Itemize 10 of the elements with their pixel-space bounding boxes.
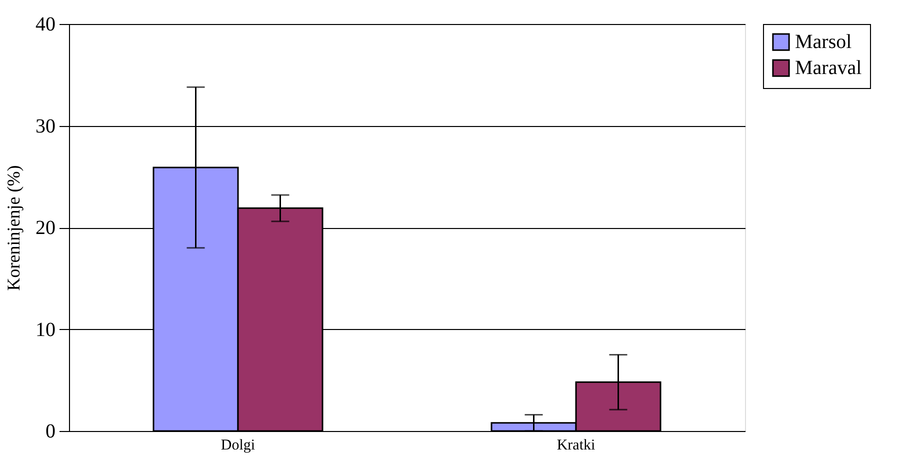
y-tick-label: 20	[36, 217, 56, 239]
y-axis-title: Koreninjenje (%)	[4, 165, 24, 291]
x-tick-label: Dolgi	[220, 438, 256, 454]
x-tick-label: Kratki	[556, 438, 596, 454]
legend-label: Marsol	[795, 31, 852, 53]
y-tick-label: 0	[46, 420, 56, 442]
y-tick-label: 30	[36, 115, 56, 138]
y-tick-label: 40	[36, 14, 56, 36]
y-tick-label: 10	[36, 318, 56, 341]
legend-label: Maraval	[795, 57, 862, 79]
